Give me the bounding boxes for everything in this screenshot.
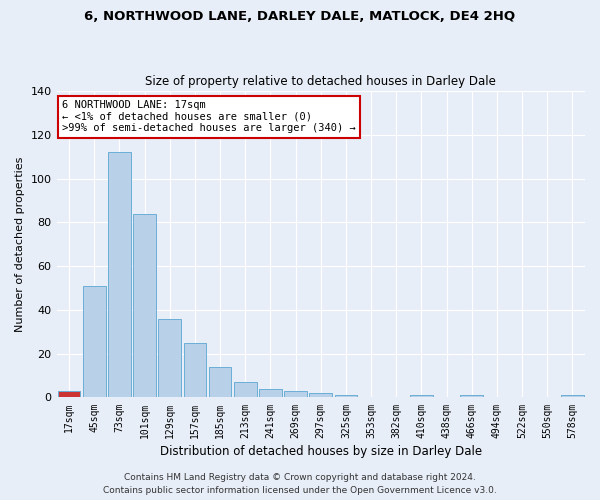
- X-axis label: Distribution of detached houses by size in Darley Dale: Distribution of detached houses by size …: [160, 444, 482, 458]
- Y-axis label: Number of detached properties: Number of detached properties: [15, 156, 25, 332]
- Text: Contains HM Land Registry data © Crown copyright and database right 2024.
Contai: Contains HM Land Registry data © Crown c…: [103, 474, 497, 495]
- Bar: [335, 396, 357, 398]
- Bar: [460, 396, 483, 398]
- Bar: [259, 388, 282, 398]
- Bar: [108, 152, 131, 398]
- Text: 6 NORTHWOOD LANE: 17sqm
← <1% of detached houses are smaller (0)
>99% of semi-de: 6 NORTHWOOD LANE: 17sqm ← <1% of detache…: [62, 100, 356, 134]
- Bar: [310, 393, 332, 398]
- Bar: [209, 367, 232, 398]
- Bar: [234, 382, 257, 398]
- Bar: [83, 286, 106, 398]
- Title: Size of property relative to detached houses in Darley Dale: Size of property relative to detached ho…: [145, 76, 496, 88]
- Bar: [58, 391, 80, 398]
- Bar: [133, 214, 156, 398]
- Bar: [158, 318, 181, 398]
- Text: 6, NORTHWOOD LANE, DARLEY DALE, MATLOCK, DE4 2HQ: 6, NORTHWOOD LANE, DARLEY DALE, MATLOCK,…: [85, 10, 515, 23]
- Bar: [410, 396, 433, 398]
- Bar: [284, 391, 307, 398]
- Bar: [184, 342, 206, 398]
- Bar: [561, 396, 584, 398]
